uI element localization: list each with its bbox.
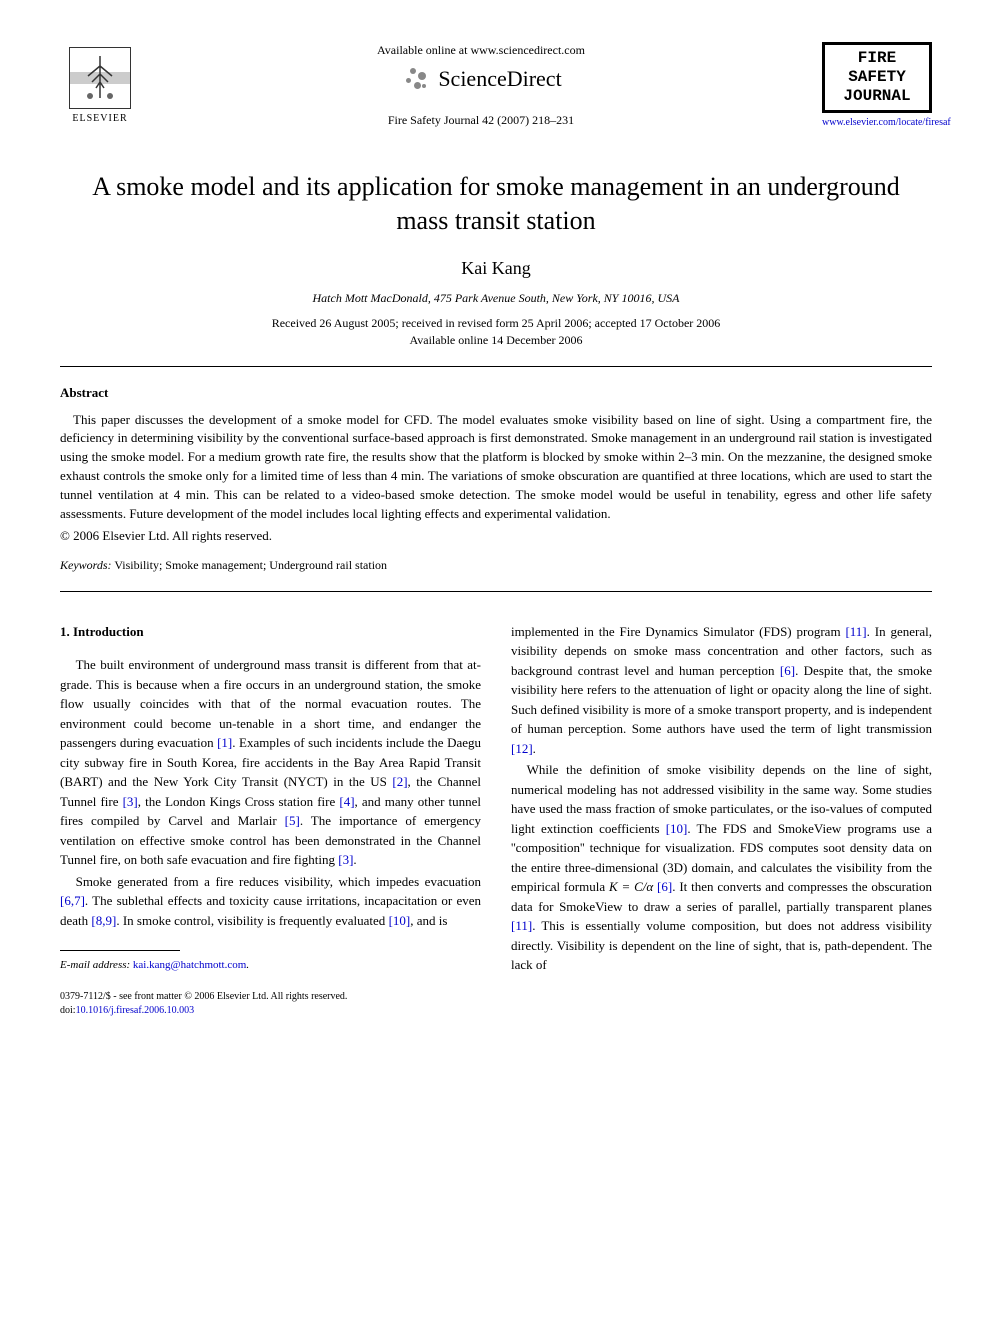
abstract-copyright: © 2006 Elsevier Ltd. All rights reserved… bbox=[60, 528, 932, 544]
journal-box-line: JOURNAL bbox=[833, 87, 921, 106]
abstract-heading: Abstract bbox=[60, 385, 932, 401]
journal-homepage-link[interactable]: www.elsevier.com/locate/firesaf bbox=[822, 117, 932, 128]
sciencedirect-brand: ScienceDirect bbox=[400, 64, 561, 94]
author-affiliation: Hatch Mott MacDonald, 475 Park Avenue So… bbox=[60, 291, 932, 306]
intro-paragraph-4: While the definition of smoke visibility… bbox=[511, 760, 932, 975]
citation-link[interactable]: [6,7] bbox=[60, 893, 85, 908]
article-dates-received: Received 26 August 2005; received in rev… bbox=[60, 316, 932, 331]
journal-title-box: FIRE SAFETY JOURNAL bbox=[822, 42, 932, 114]
author-name: Kai Kang bbox=[60, 258, 932, 279]
author-email-link[interactable]: kai.kang@hatchmott.com bbox=[133, 959, 246, 971]
header-row: ELSEVIER Available online at www.science… bbox=[60, 40, 932, 130]
page-container: ELSEVIER Available online at www.science… bbox=[0, 0, 992, 1058]
journal-box-line: SAFETY bbox=[833, 68, 921, 87]
corresponding-author-footnote: E-mail address: kai.kang@hatchmott.com. bbox=[60, 957, 481, 974]
right-column: implemented in the Fire Dynamics Simulat… bbox=[511, 622, 932, 1018]
doi-link[interactable]: 10.1016/j.firesaf.2006.10.003 bbox=[76, 1005, 195, 1016]
citation-link[interactable]: [11] bbox=[511, 918, 532, 933]
citation-link[interactable]: [12] bbox=[511, 741, 533, 756]
citation-link[interactable]: [10] bbox=[666, 821, 688, 836]
elsevier-tree-icon bbox=[69, 47, 131, 109]
journal-box-line: FIRE bbox=[833, 49, 921, 68]
rule-below-keywords bbox=[60, 591, 932, 592]
intro-paragraph-1: The built environment of underground mas… bbox=[60, 655, 481, 870]
citation-link[interactable]: [1] bbox=[217, 735, 232, 750]
sciencedirect-text: ScienceDirect bbox=[438, 66, 561, 92]
footnote-label: E-mail address: bbox=[60, 959, 130, 971]
available-online-text: Available online at www.sciencedirect.co… bbox=[140, 43, 822, 58]
keywords-text: Visibility; Smoke management; Undergroun… bbox=[112, 558, 387, 572]
sciencedirect-icon bbox=[400, 64, 430, 94]
publisher-name: ELSEVIER bbox=[72, 113, 127, 124]
intro-paragraph-2: Smoke generated from a fire reduces visi… bbox=[60, 872, 481, 931]
journal-logo-block: FIRE SAFETY JOURNAL www.elsevier.com/loc… bbox=[822, 42, 932, 129]
elsevier-logo: ELSEVIER bbox=[60, 40, 140, 130]
left-column: 1. Introduction The built environment of… bbox=[60, 622, 481, 1018]
page-footer: 0379-7112/$ - see front matter © 2006 El… bbox=[60, 990, 481, 1018]
section-1-heading: 1. Introduction bbox=[60, 622, 481, 642]
citation-link[interactable]: [2] bbox=[392, 774, 407, 789]
citation-link[interactable]: [6] bbox=[657, 879, 672, 894]
center-header: Available online at www.sciencedirect.co… bbox=[140, 43, 822, 128]
article-dates-online: Available online 14 December 2006 bbox=[60, 333, 932, 348]
intro-paragraph-3: implemented in the Fire Dynamics Simulat… bbox=[511, 622, 932, 759]
citation-link[interactable]: [3] bbox=[123, 794, 138, 809]
citation-link[interactable]: [5] bbox=[285, 813, 300, 828]
citation-link[interactable]: [6] bbox=[780, 663, 795, 678]
body-columns: 1. Introduction The built environment of… bbox=[60, 622, 932, 1018]
journal-reference: Fire Safety Journal 42 (2007) 218–231 bbox=[140, 113, 822, 128]
citation-link[interactable]: [10] bbox=[389, 913, 411, 928]
citation-link[interactable]: [3] bbox=[338, 852, 353, 867]
keywords-label: Keywords: bbox=[60, 558, 112, 572]
footer-doi: doi:10.1016/j.firesaf.2006.10.003 bbox=[60, 1004, 481, 1018]
citation-link[interactable]: [11] bbox=[845, 624, 866, 639]
citation-link[interactable]: [8,9] bbox=[91, 913, 116, 928]
formula-visibility: K = C/α bbox=[609, 879, 653, 894]
abstract-text: This paper discusses the development of … bbox=[60, 411, 932, 524]
footnote-rule bbox=[60, 950, 180, 951]
keywords-line: Keywords: Visibility; Smoke management; … bbox=[60, 558, 932, 573]
rule-above-abstract bbox=[60, 366, 932, 367]
footer-copyright: 0379-7112/$ - see front matter © 2006 El… bbox=[60, 990, 481, 1004]
article-title: A smoke model and its application for sm… bbox=[80, 170, 912, 238]
citation-link[interactable]: [4] bbox=[339, 794, 354, 809]
